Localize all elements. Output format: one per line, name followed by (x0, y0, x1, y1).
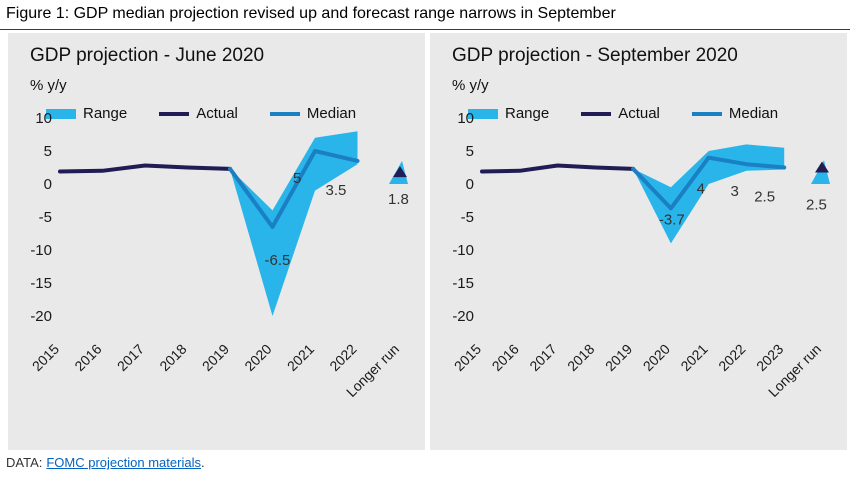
x-tick-label: 2020 (640, 341, 673, 374)
y-tick-label: 10 (35, 110, 52, 127)
x-tick-label: 2018 (156, 341, 189, 374)
x-tick-label: 2021 (677, 341, 710, 374)
longer-run-median-marker (393, 166, 407, 178)
legend-item-median: Median (269, 105, 357, 122)
y-tick-label: -5 (39, 209, 52, 226)
legend-item-range: Range (46, 105, 127, 122)
median-line (228, 149, 360, 229)
source-note: DATA: FOMC projection materials. (6, 455, 205, 470)
legend-item-range: Range (468, 105, 549, 122)
figure-header: Figure 1: GDP median projection revised … (0, 0, 850, 30)
range-band (633, 144, 785, 244)
y-tick-label: -20 (30, 308, 52, 325)
y-axis-unit-label: % y/y (452, 77, 489, 94)
actual-swatch-icon (159, 111, 190, 116)
legend-label-median: Median (728, 105, 779, 122)
x-tick-label: 2018 (564, 341, 597, 374)
y-tick-label: 5 (44, 143, 52, 160)
x-tick-label: 2016 (71, 341, 104, 374)
y-tick-label: -5 (461, 209, 474, 226)
chart-title-september: GDP projection - September 2020 (452, 45, 738, 66)
figure-title: Figure 1: GDP median projection revised … (6, 5, 616, 22)
chart-legend: Range Actual Median (468, 105, 778, 122)
x-tick-label: 2019 (602, 341, 635, 374)
data-label: 1.8 (388, 191, 409, 208)
y-tick-label: -10 (30, 242, 52, 259)
x-tick-label: 2016 (489, 341, 522, 374)
actual-line (58, 163, 232, 174)
y-tick-label: -10 (452, 242, 474, 259)
median-swatch-icon (691, 111, 722, 116)
chart-canvas-june: 10 5 0 -5 -10 -15 -20 2015 2016 2017 2018 2019 2020 2… (29, 110, 409, 400)
y-tick-label: 0 (466, 176, 474, 193)
actual-line (480, 163, 636, 174)
legend-item-actual: Actual (581, 105, 660, 122)
source-suffix: . (200, 455, 205, 470)
chart-panel-september: GDP projection - September 2020 % y/y Ra… (430, 33, 847, 450)
x-tick-label: 2015 (451, 341, 484, 374)
x-tick-label: 2019 (199, 341, 232, 374)
chart-legend: Range Actual Median (46, 105, 356, 122)
data-label: -3.7 (659, 211, 685, 228)
data-label: 5 (293, 170, 301, 187)
legend-label-actual: Actual (618, 105, 660, 122)
y-tick-label: -15 (452, 275, 474, 292)
chart-title-june: GDP projection - June 2020 (30, 45, 265, 66)
median-swatch-icon (269, 111, 300, 116)
y-tick-label: -20 (452, 308, 474, 325)
x-tick-label: 2023 (753, 341, 786, 374)
data-label: 2.5 (754, 189, 775, 206)
x-tick-label: 2022 (326, 341, 359, 374)
data-label: 2.5 (806, 197, 827, 214)
source-link[interactable]: FOMC projection materials (46, 455, 201, 470)
range-swatch-icon (468, 108, 498, 119)
range-band (230, 131, 358, 316)
data-label: 3.5 (326, 182, 347, 199)
data-label: -6.5 (265, 252, 291, 269)
x-tick-label: 2020 (241, 341, 274, 374)
source-prefix: DATA: (6, 455, 43, 470)
y-tick-label: -15 (30, 275, 52, 292)
data-label: 3 (730, 183, 738, 200)
legend-label-median: Median (306, 105, 357, 122)
legend-label-actual: Actual (196, 105, 238, 122)
actual-swatch-icon (581, 111, 612, 116)
chart-panel-june: GDP projection - June 2020 % y/y Range A… (8, 33, 425, 450)
x-tick-label: 2021 (284, 341, 317, 374)
x-tick-label: 2017 (526, 341, 559, 374)
y-axis-unit-label: % y/y (30, 77, 67, 94)
x-tick-label: 2017 (114, 341, 147, 374)
legend-item-actual: Actual (159, 105, 238, 122)
median-line (631, 155, 787, 211)
x-tick-label: 2022 (715, 341, 748, 374)
y-tick-label: 0 (44, 176, 52, 193)
data-label: 4 (697, 181, 705, 198)
legend-label-range: Range (83, 105, 128, 122)
y-tick-label: 10 (457, 110, 474, 127)
x-tick-label: 2015 (29, 341, 62, 374)
legend-label-range: Range (505, 105, 550, 122)
legend-item-median: Median (691, 105, 779, 122)
y-tick-label: 5 (466, 143, 474, 160)
range-swatch-icon (46, 108, 76, 119)
longer-run-median-marker (815, 161, 829, 173)
